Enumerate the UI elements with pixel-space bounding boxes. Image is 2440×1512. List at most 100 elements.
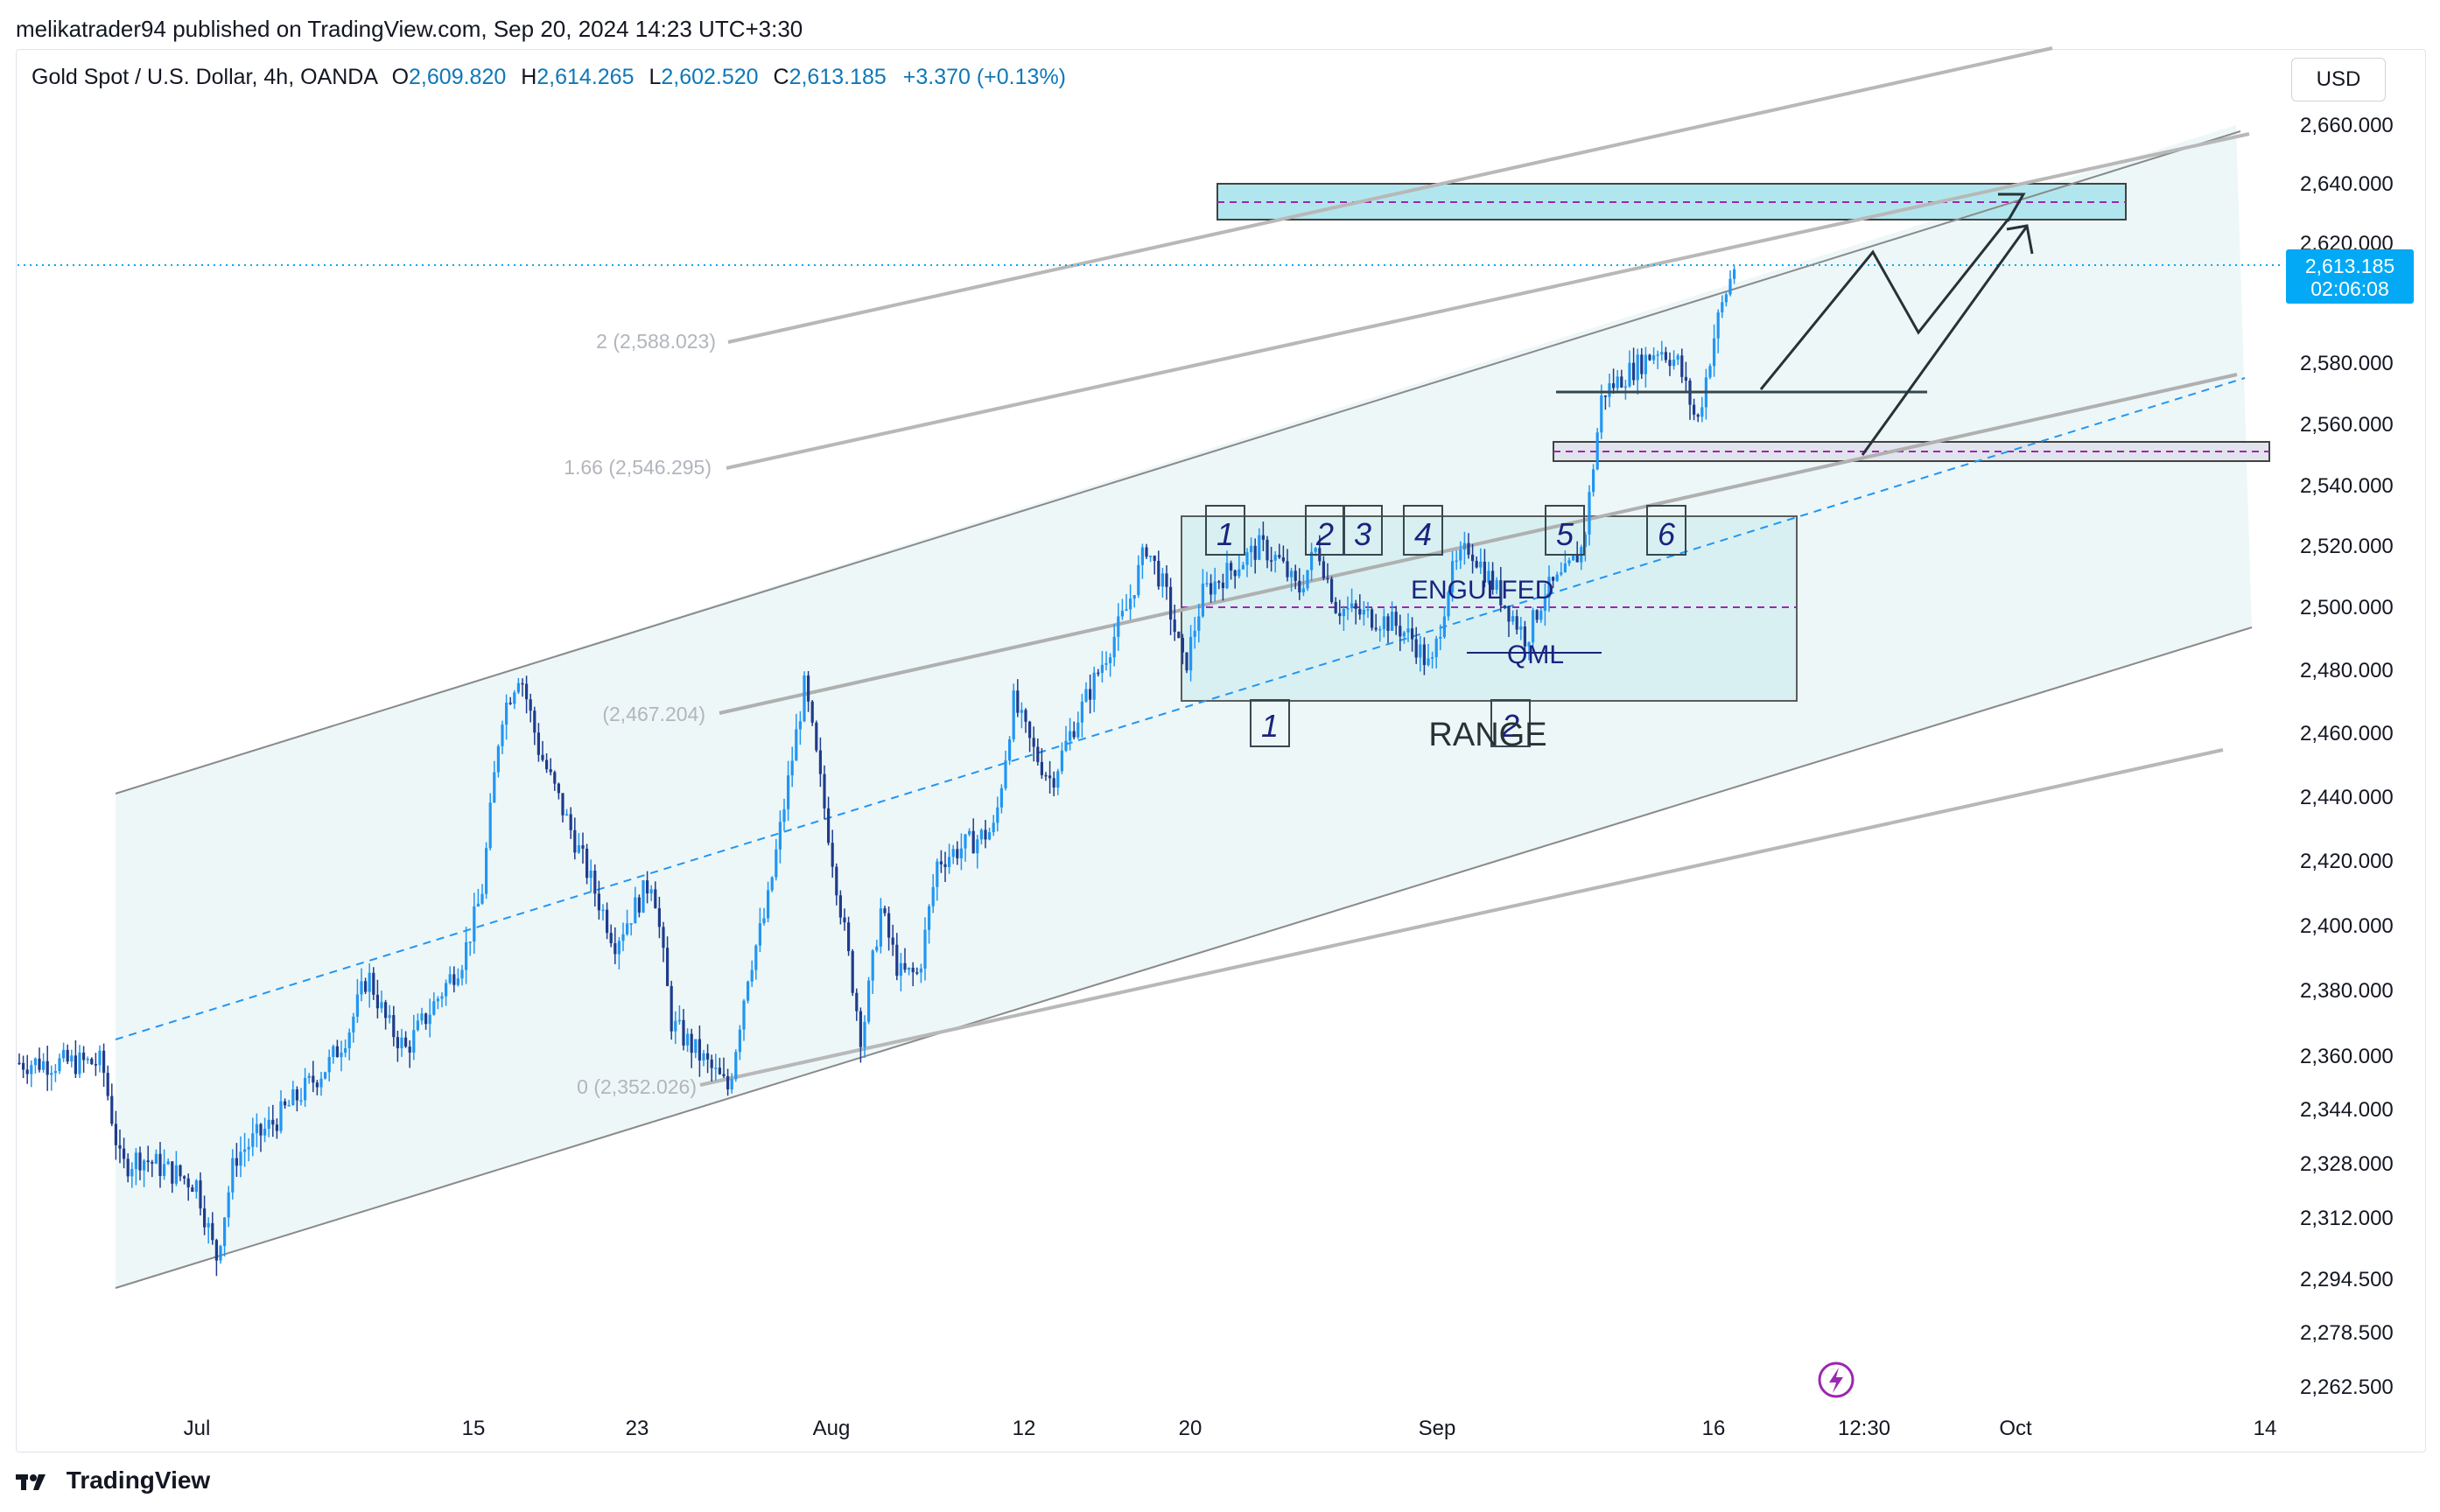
candle-body (445, 983, 448, 997)
candle-body (1032, 738, 1035, 747)
candle-body (1036, 746, 1040, 762)
candle-body (1112, 636, 1116, 658)
candle-body (58, 1058, 61, 1072)
candle-body (284, 1101, 287, 1106)
candle-body (536, 732, 540, 755)
price-axis[interactable]: 2,660.0002,640.0002,620.0002,580.0002,56… (2300, 114, 2394, 1399)
candle-body (1173, 620, 1176, 633)
time-axis[interactable]: Jul 15 23 Aug 12 20 Sep 16 12:30 Oct 14 (184, 1417, 2277, 1440)
candle-body (102, 1050, 106, 1074)
candle-body (1475, 561, 1478, 568)
candle-body (1644, 354, 1647, 374)
candle-body (1221, 582, 1224, 589)
candle-body (74, 1055, 77, 1074)
candle-body (90, 1058, 94, 1065)
candle-body (1286, 561, 1289, 578)
candle-body (976, 839, 979, 854)
price-tick-label: 2,460.000 (2300, 722, 2394, 746)
candle-body (1411, 628, 1414, 640)
candle-body (1012, 690, 1015, 739)
candle-body (1451, 561, 1455, 592)
candle-body (332, 1046, 335, 1057)
candle-body (50, 1073, 53, 1075)
candle-body (1362, 609, 1365, 615)
candle-body (903, 962, 907, 970)
candle-body (1334, 601, 1337, 613)
candle-body (561, 793, 564, 816)
candle-body (1233, 570, 1237, 577)
candle-body (859, 1011, 862, 1047)
candle-body (1181, 638, 1184, 653)
candle-body (46, 1060, 49, 1075)
candle-body (875, 946, 879, 951)
candle-body (573, 830, 577, 853)
candle-body (581, 845, 585, 849)
candle-body (1588, 492, 1591, 535)
candle-body (384, 1002, 388, 1018)
candle-body (775, 849, 778, 878)
candle-body (1652, 354, 1656, 360)
candle-body (1298, 580, 1301, 593)
candle-body (1487, 570, 1490, 583)
candle-body (1648, 354, 1651, 360)
candle-body (1523, 626, 1526, 647)
candle-body (440, 996, 444, 999)
candle-body (1532, 610, 1535, 643)
candle-body (1028, 721, 1032, 738)
candle-body (1459, 550, 1462, 561)
candle-body (1394, 612, 1398, 626)
candle-body (565, 814, 569, 816)
time-tick-label: 23 (626, 1417, 649, 1440)
change-value: +3.370 (+0.13%) (902, 65, 1066, 89)
candle-body (70, 1055, 74, 1062)
candle-body (1552, 577, 1555, 581)
candle-body (315, 1082, 319, 1088)
candle-body (867, 980, 871, 1022)
candle-body (143, 1160, 146, 1171)
candle-body (569, 814, 572, 830)
fib-label-0: 0 (2,352.026) (577, 1075, 697, 1098)
candle-body (1684, 376, 1687, 381)
candle-body (460, 970, 464, 979)
candle-body (247, 1146, 250, 1150)
lightning-icon[interactable] (1818, 1362, 1855, 1398)
candle-body (1089, 689, 1092, 700)
candle-body (1467, 542, 1470, 555)
time-tick-label: Aug (813, 1417, 851, 1440)
candle-body (1527, 642, 1531, 647)
candle-body (1072, 731, 1076, 738)
candle-body (798, 721, 802, 730)
candle-body (287, 1104, 291, 1107)
candle-body (295, 1088, 298, 1101)
candle-body (964, 834, 967, 849)
candle-body (347, 1032, 351, 1049)
candle-body (448, 974, 452, 984)
candle-body (992, 822, 995, 833)
candle-body (911, 967, 915, 973)
close-value: 2,613.185 (789, 65, 887, 89)
candle-body (375, 994, 379, 1009)
candle-body (340, 1053, 343, 1058)
fib-label-166: 1.66 (2,546.295) (564, 456, 712, 479)
candle-body (1693, 404, 1696, 415)
candle-body (66, 1049, 69, 1062)
candle-body (1080, 701, 1083, 723)
candle-body (1535, 610, 1539, 620)
candle-body (815, 722, 818, 751)
tradingview-logo[interactable]: TradingView (16, 1466, 210, 1494)
candle-body (501, 724, 504, 746)
candle-body (392, 1015, 396, 1038)
candle-body (1145, 547, 1148, 557)
candle-body (1721, 302, 1724, 313)
currency-button[interactable]: USD (2291, 58, 2386, 102)
candle-body (86, 1058, 89, 1060)
candle-body (1358, 608, 1362, 615)
candle-body (480, 893, 484, 904)
price-tick-label: 2,344.000 (2300, 1098, 2394, 1122)
candle-body (1253, 545, 1257, 560)
candle-body (166, 1161, 170, 1165)
candle-body (1060, 750, 1063, 772)
candle-body (223, 1217, 227, 1247)
candle-body (1140, 547, 1144, 565)
